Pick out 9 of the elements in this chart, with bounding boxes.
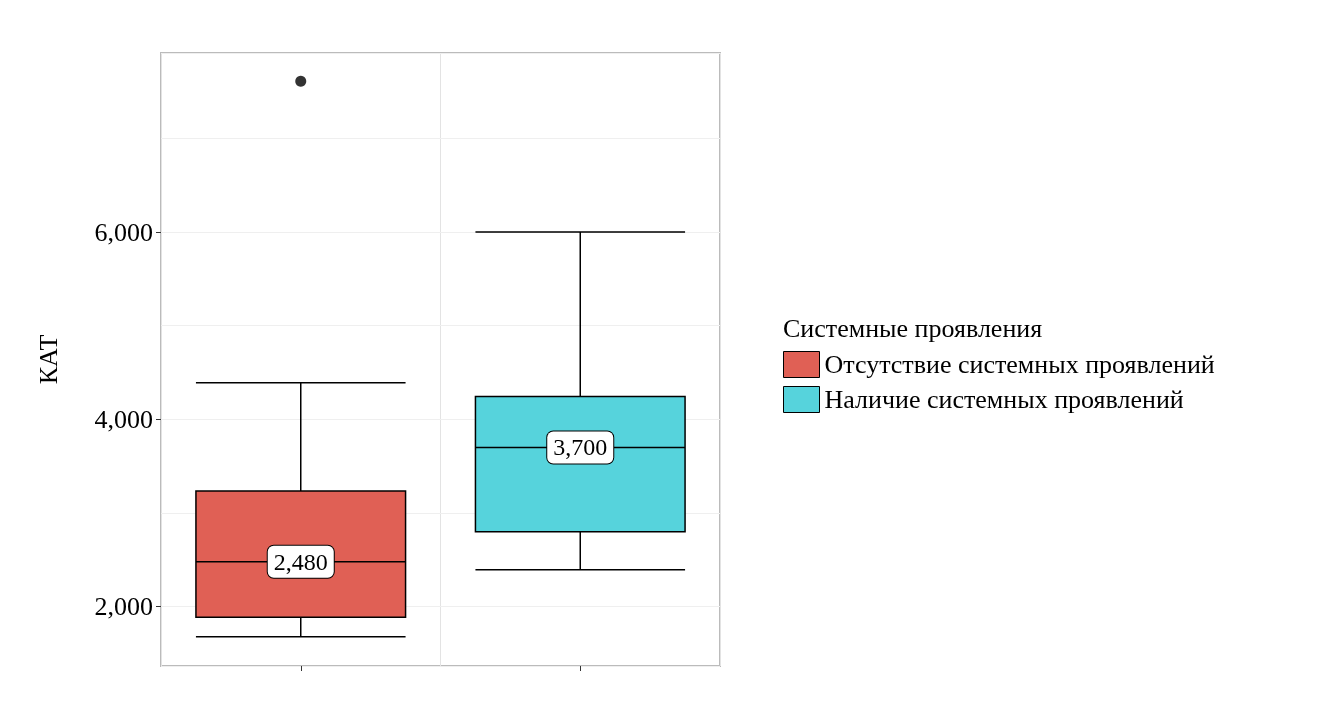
y-tick-label: 6,000 <box>94 217 153 247</box>
text: 2,480 <box>273 548 328 575</box>
text: 3,700 <box>553 434 608 461</box>
legend-title: Системные проявления <box>783 313 1043 343</box>
y-axis-title: КАТ <box>33 334 63 385</box>
legend-label: Отсутствие системных проявлений <box>824 350 1215 379</box>
y-tick-label: 4,000 <box>94 404 153 434</box>
legend-label: Наличие системных проявлений <box>824 385 1184 414</box>
y-tick-label: 2,000 <box>94 592 153 622</box>
